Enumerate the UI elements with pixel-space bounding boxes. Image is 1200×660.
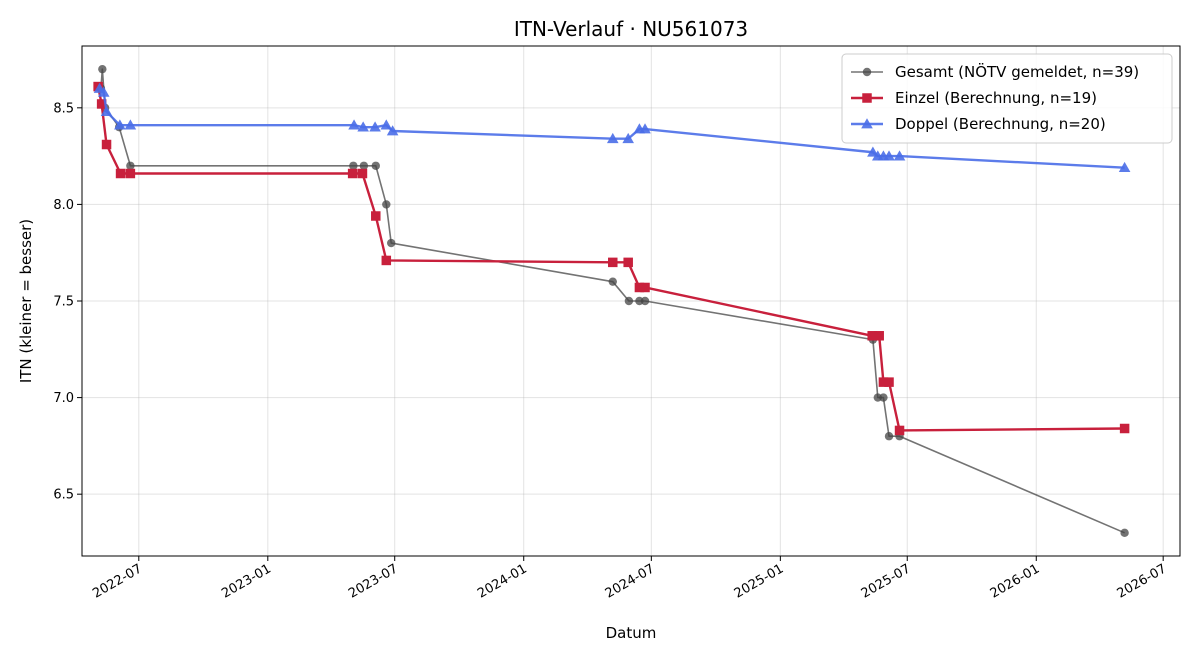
y-tick-label: 7.5 <box>53 295 74 310</box>
data-point <box>608 257 618 268</box>
legend-label: Gesamt (NÖTV gemeldet, n=39) <box>895 62 1139 81</box>
data-point <box>381 255 392 266</box>
data-point <box>97 86 110 97</box>
data-point <box>1119 423 1130 434</box>
legend-marker <box>861 118 873 129</box>
y-tick-label: 8.5 <box>53 101 74 116</box>
data-point <box>98 64 107 74</box>
data-point <box>623 257 633 268</box>
y-axis: 6.5 7.0 7.5 8.0 8.5 <box>53 101 82 503</box>
y-tick-label: 8.0 <box>53 198 74 213</box>
data-point <box>867 331 877 341</box>
data-point <box>115 168 126 179</box>
data-point <box>101 139 112 150</box>
data-point <box>640 282 650 293</box>
data-point <box>1120 528 1129 538</box>
series-triangle <box>93 82 1131 173</box>
chart-title: ITN-Verlauf · NU561073 <box>514 17 748 41</box>
data-point <box>893 150 906 161</box>
data-point <box>884 432 894 441</box>
data-point <box>126 161 135 170</box>
data-point <box>883 150 895 161</box>
data-point <box>357 121 369 132</box>
data-point <box>640 296 650 306</box>
data-point <box>622 132 634 144</box>
data-point <box>371 161 380 170</box>
data-point <box>386 125 399 136</box>
y-tick-label: 6.5 <box>53 488 74 503</box>
legend-entry: Doppel (Berechnung, n=20) <box>851 115 1106 133</box>
data-point <box>382 200 391 209</box>
y-tick-label: 7.0 <box>53 391 74 406</box>
data-point <box>100 105 113 117</box>
data-point <box>606 132 619 144</box>
data-point <box>125 168 136 179</box>
data-point <box>114 119 126 130</box>
data-point <box>387 238 396 248</box>
data-point <box>624 296 634 306</box>
data-point <box>357 168 368 179</box>
data-point <box>634 282 645 293</box>
data-point <box>878 377 889 387</box>
legend: Gesamt (NÖTV gemeldet, n=39) Einzel (Bere… <box>841 53 1173 144</box>
data-point <box>347 168 358 179</box>
series-layer <box>93 64 1131 538</box>
legend-entry: Einzel (Berechnung, n=19) <box>851 89 1097 107</box>
data-point <box>879 393 888 402</box>
x-axis-label: Datum <box>606 624 657 642</box>
legend-marker <box>862 67 872 77</box>
data-point <box>380 119 393 130</box>
data-point <box>349 161 358 170</box>
series-square <box>93 81 1130 436</box>
legend-entry: Gesamt (NÖTV gemeldet, n=39) <box>851 62 1139 81</box>
data-point <box>371 211 381 221</box>
data-point <box>639 123 651 134</box>
data-point <box>96 99 107 109</box>
legend-box <box>841 53 1173 144</box>
data-point <box>608 277 617 286</box>
data-point <box>348 119 360 130</box>
data-point <box>894 425 905 436</box>
data-point <box>874 331 884 341</box>
data-point <box>369 121 381 132</box>
data-point <box>884 377 894 387</box>
legend-label: Einzel (Berechnung, n=19) <box>895 89 1097 107</box>
legend-label: Doppel (Berechnung, n=20) <box>895 115 1106 133</box>
data-point <box>124 119 137 130</box>
data-point <box>1118 161 1131 173</box>
y-axis-label: ITN (kleiner = besser) <box>17 219 35 383</box>
data-point <box>359 161 369 170</box>
legend-marker <box>862 93 872 103</box>
